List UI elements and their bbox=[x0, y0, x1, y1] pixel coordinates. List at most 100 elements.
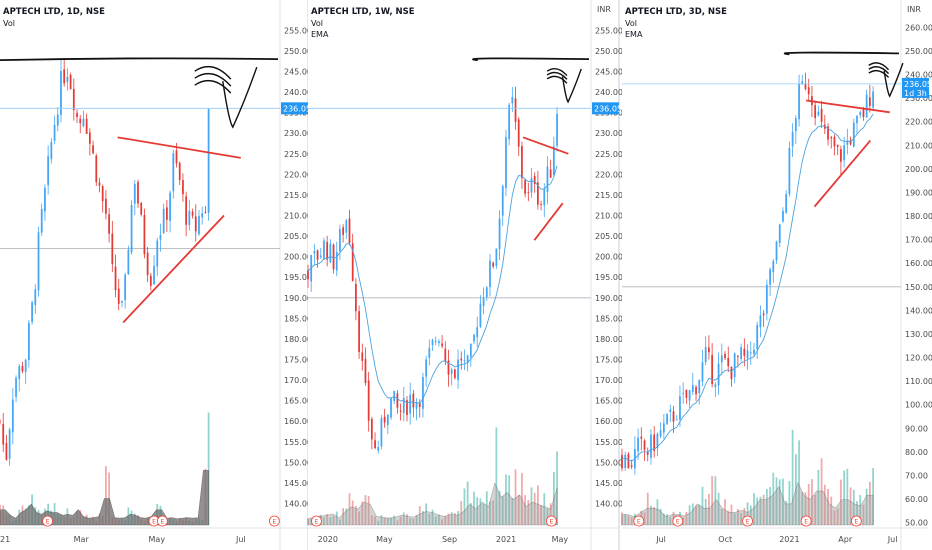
volume-bar bbox=[624, 514, 627, 525]
volume-bar bbox=[521, 473, 523, 525]
earnings-event-label: E bbox=[46, 519, 50, 526]
candle-body bbox=[856, 115, 858, 124]
y-tick-label: 160.00 bbox=[284, 417, 312, 426]
volume-bar bbox=[788, 481, 791, 525]
y-tick-label: 225.00 bbox=[595, 150, 623, 159]
earnings-event-icon[interactable] bbox=[850, 515, 862, 527]
candle-body bbox=[140, 203, 143, 215]
volume-bar bbox=[621, 512, 623, 525]
x-tick-label: 2021 bbox=[496, 535, 516, 544]
volume-bar bbox=[469, 503, 472, 525]
candle-body bbox=[111, 233, 114, 265]
volume-bar bbox=[501, 496, 504, 525]
trendline-lower bbox=[533, 202, 564, 241]
y-tick-label: 145.00 bbox=[284, 479, 312, 488]
earnings-event-label: E bbox=[746, 519, 750, 526]
earnings-event-icon[interactable] bbox=[545, 515, 557, 527]
candle-body bbox=[669, 409, 672, 412]
candle-body bbox=[108, 214, 110, 234]
candle-body bbox=[791, 132, 794, 147]
candle-body bbox=[679, 396, 681, 420]
earnings-event-icon[interactable] bbox=[42, 515, 53, 527]
candle-body bbox=[624, 454, 627, 468]
candle-body bbox=[843, 145, 846, 161]
volume-bar bbox=[791, 430, 794, 525]
candle-body bbox=[31, 302, 33, 322]
candle-body bbox=[691, 385, 694, 392]
volume-bar bbox=[740, 513, 742, 525]
earnings-event-icon[interactable] bbox=[800, 515, 812, 527]
volume-bar bbox=[872, 468, 874, 525]
candle-body bbox=[556, 113, 558, 146]
volume-bar bbox=[823, 484, 826, 525]
candle-body bbox=[114, 266, 117, 291]
last-price-label: 236.05 bbox=[283, 104, 311, 113]
volume-bar bbox=[386, 518, 389, 525]
candles bbox=[0, 58, 210, 466]
candle-body bbox=[63, 69, 66, 84]
volume-bar bbox=[627, 515, 630, 525]
candle-body bbox=[56, 114, 59, 126]
candle-body bbox=[836, 144, 839, 147]
volume-bar bbox=[537, 485, 539, 525]
y-tick-label: 250.00 bbox=[284, 47, 312, 56]
candle-body bbox=[859, 111, 862, 116]
y-tick-label: 250.00 bbox=[905, 47, 932, 56]
volume-bar bbox=[511, 498, 514, 525]
candle-body bbox=[688, 390, 691, 401]
candle-body bbox=[24, 359, 27, 373]
volume-bar bbox=[447, 513, 450, 525]
x-tick-label: Sep bbox=[442, 535, 457, 544]
candle-body bbox=[794, 118, 797, 132]
x-tick-label: May bbox=[552, 535, 569, 544]
candle-body bbox=[85, 118, 88, 134]
volume-bar bbox=[399, 516, 402, 525]
earnings-event-icon[interactable] bbox=[268, 515, 280, 527]
candle-body bbox=[704, 347, 707, 363]
volume-bar bbox=[859, 494, 862, 525]
x-tick-label: 2021 bbox=[779, 535, 799, 544]
last-price-label: 236.05 bbox=[594, 104, 622, 113]
earnings-event-icon[interactable] bbox=[156, 515, 168, 527]
chart-title: APTECH LTD, 1W, NSE bbox=[311, 7, 415, 17]
candle-body bbox=[342, 227, 344, 235]
candle-body bbox=[60, 71, 62, 115]
earnings-event-icon[interactable] bbox=[672, 515, 684, 527]
volume-bar bbox=[444, 515, 447, 525]
volume-bar bbox=[431, 509, 434, 525]
candle-body bbox=[801, 81, 804, 84]
earnings-event-icon[interactable] bbox=[633, 515, 645, 527]
candle-body bbox=[737, 355, 739, 357]
candle-body bbox=[198, 215, 200, 235]
candle-body bbox=[425, 359, 428, 377]
volume-bar bbox=[348, 493, 351, 525]
candle-body bbox=[361, 352, 364, 361]
y-tick-label: 140.00 bbox=[284, 500, 312, 509]
resistance-line bbox=[0, 57, 279, 62]
candle-body bbox=[662, 423, 665, 433]
candle-body bbox=[527, 192, 530, 193]
earnings-event-icon[interactable] bbox=[742, 515, 753, 527]
candle-body bbox=[412, 393, 415, 408]
resistance-line bbox=[472, 57, 590, 62]
volume-bar bbox=[843, 470, 846, 525]
volume-bar bbox=[364, 495, 367, 525]
volume-bar bbox=[749, 505, 752, 525]
candle-body bbox=[169, 192, 171, 221]
candle-body bbox=[355, 283, 357, 312]
volume-bar bbox=[514, 469, 517, 525]
earnings-event-icon[interactable] bbox=[311, 515, 322, 527]
y-tick-label: 145.00 bbox=[595, 479, 623, 488]
drawing-arc bbox=[868, 62, 890, 71]
candle-body bbox=[374, 440, 376, 449]
volume-bar bbox=[390, 517, 392, 525]
y-tick-label: 240.00 bbox=[905, 71, 932, 80]
volume-bar bbox=[367, 495, 370, 525]
candle-body bbox=[753, 349, 755, 354]
candle-body bbox=[358, 311, 360, 353]
drawing-check bbox=[883, 62, 904, 98]
chart-panel-2: 140.00 145.00 150.00 155.00 160.00 165.00 170.… bbox=[307, 0, 623, 550]
candle-body bbox=[695, 386, 697, 395]
volume-bar bbox=[377, 520, 380, 525]
